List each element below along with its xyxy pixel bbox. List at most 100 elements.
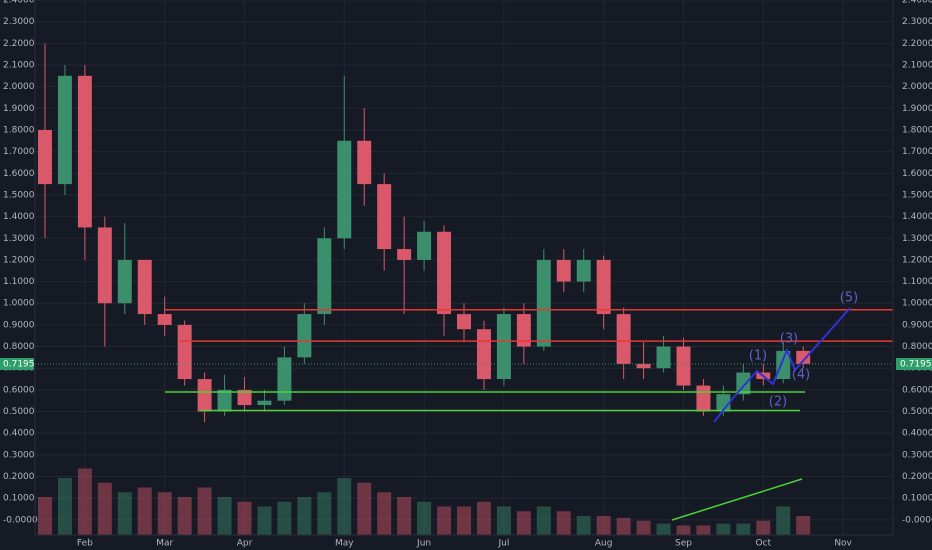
wave-label: (2)	[769, 395, 787, 410]
y-tick-label-left: 0.9000	[3, 320, 35, 330]
level-layer	[35, 308, 893, 412]
volume-bar	[736, 523, 751, 535]
volume-bar	[417, 501, 432, 535]
x-tick-label: Sep	[675, 539, 692, 549]
volume-bar	[277, 501, 292, 535]
volume-bar	[217, 497, 232, 535]
volume-bar	[616, 517, 631, 535]
y-tick-label-right: 0.5000	[902, 407, 932, 417]
candle-body	[237, 389, 252, 406]
y-tick-label-right: 1.0000	[902, 299, 932, 309]
y-tick-label-right: 0.8000	[902, 342, 932, 352]
x-tick-label: Jul	[497, 539, 509, 549]
y-tick-label-left: 1.0000	[3, 299, 35, 309]
volume-bar	[476, 501, 491, 535]
y-tick-label-right: 1.4000	[902, 212, 932, 222]
y-tick-label-left: 2.4000	[3, 0, 35, 6]
volume-bar	[516, 511, 531, 535]
volume-bar	[317, 492, 332, 535]
wave-labels: (1) (2) (3) (4) (5)	[749, 291, 858, 410]
x-tick-label: May	[335, 539, 354, 549]
candle-body	[97, 227, 112, 304]
y-tick-label-right: 0.9000	[902, 320, 932, 330]
x-tick-label: Apr	[237, 539, 253, 549]
candle-body	[536, 259, 551, 347]
candle-body	[377, 184, 392, 250]
wave-path	[713, 307, 851, 423]
volume-bar	[496, 506, 511, 535]
candle-body	[177, 324, 192, 380]
candle-body	[197, 379, 212, 412]
volume-bar	[117, 492, 132, 535]
volume-bar	[776, 506, 791, 535]
y-tick-label-right: 1.3000	[902, 234, 932, 244]
candle-body	[796, 350, 811, 364]
candle-body	[636, 363, 651, 369]
volume-bar	[556, 511, 571, 535]
candle-body	[117, 259, 132, 304]
volume-bar	[397, 497, 412, 535]
volume-bar	[796, 516, 811, 535]
y-tick-label-left: 1.8000	[3, 125, 35, 135]
y-tick-label-right: 1.1000	[902, 277, 932, 287]
last-price-label-right: 0.7195	[900, 359, 932, 369]
y-tick-label-right: 2.3000	[902, 17, 932, 27]
y-tick-label-right: 2.1000	[902, 60, 932, 70]
y-tick-label-right: 2.4000	[902, 0, 932, 6]
candle-body	[476, 329, 491, 380]
volume-bar	[257, 506, 272, 535]
volume-bar	[377, 492, 392, 535]
y-tick-label-right: 1.6000	[902, 169, 932, 179]
candle-body	[596, 259, 611, 315]
volume-bar	[536, 506, 551, 535]
y-tick-label-left: 1.6000	[3, 169, 35, 179]
volume-bar	[576, 516, 591, 535]
volume-bar	[297, 497, 312, 535]
last-price-box-left	[0, 357, 34, 370]
wave-label: (5)	[840, 291, 858, 306]
y-tick-label-left: 0.4000	[3, 429, 35, 439]
candle-body	[317, 238, 332, 315]
y-tick-label-right: 1.8000	[902, 125, 932, 135]
y-tick-label-left: 0.6000	[3, 385, 35, 395]
y-tick-label-left: 0.1000	[3, 494, 35, 504]
volume-bar	[596, 516, 611, 535]
wave-label: (4)	[792, 368, 810, 383]
y-tick-label-left: -0.0000	[3, 515, 38, 525]
y-tick-label-right: 2.0000	[902, 82, 932, 92]
volume-bar	[357, 482, 372, 535]
y-tick-label-left: 2.1000	[3, 60, 35, 70]
candle-body	[556, 259, 571, 282]
x-tick-label: Aug	[595, 539, 613, 549]
candle-body	[57, 75, 72, 185]
candle-body	[417, 231, 432, 260]
candle-body	[157, 314, 172, 325]
candle-layer	[37, 43, 811, 423]
y-tick-label-left: 0.8000	[3, 342, 35, 352]
y-tick-label-right: -0.0000	[902, 515, 932, 525]
volume-bar	[636, 520, 651, 535]
x-tick-label: Feb	[77, 539, 93, 549]
candle-body	[337, 140, 352, 239]
wave-label: (1)	[749, 349, 767, 364]
candle-body	[37, 129, 52, 185]
y-tick-label-left: 1.9000	[3, 104, 35, 114]
volume-bar	[77, 468, 92, 535]
volume-bar	[756, 520, 771, 535]
candle-body	[277, 357, 292, 401]
candle-body	[357, 140, 372, 185]
candle-body	[616, 314, 631, 364]
y-tick-label-left: 1.2000	[3, 255, 35, 265]
y-tick-label-left: 0.3000	[3, 450, 35, 460]
x-tick-label: Oct	[756, 539, 772, 549]
y-tick-label-right: 1.5000	[902, 190, 932, 200]
y-tick-label-right: 0.3000	[902, 450, 932, 460]
candle-body	[696, 385, 711, 412]
last-price-label-left: 0.7195	[3, 359, 35, 369]
y-tick-label-left: 0.5000	[3, 407, 35, 417]
volume-bar	[57, 478, 72, 535]
candle-body	[137, 259, 152, 315]
volume-bar	[177, 497, 192, 535]
